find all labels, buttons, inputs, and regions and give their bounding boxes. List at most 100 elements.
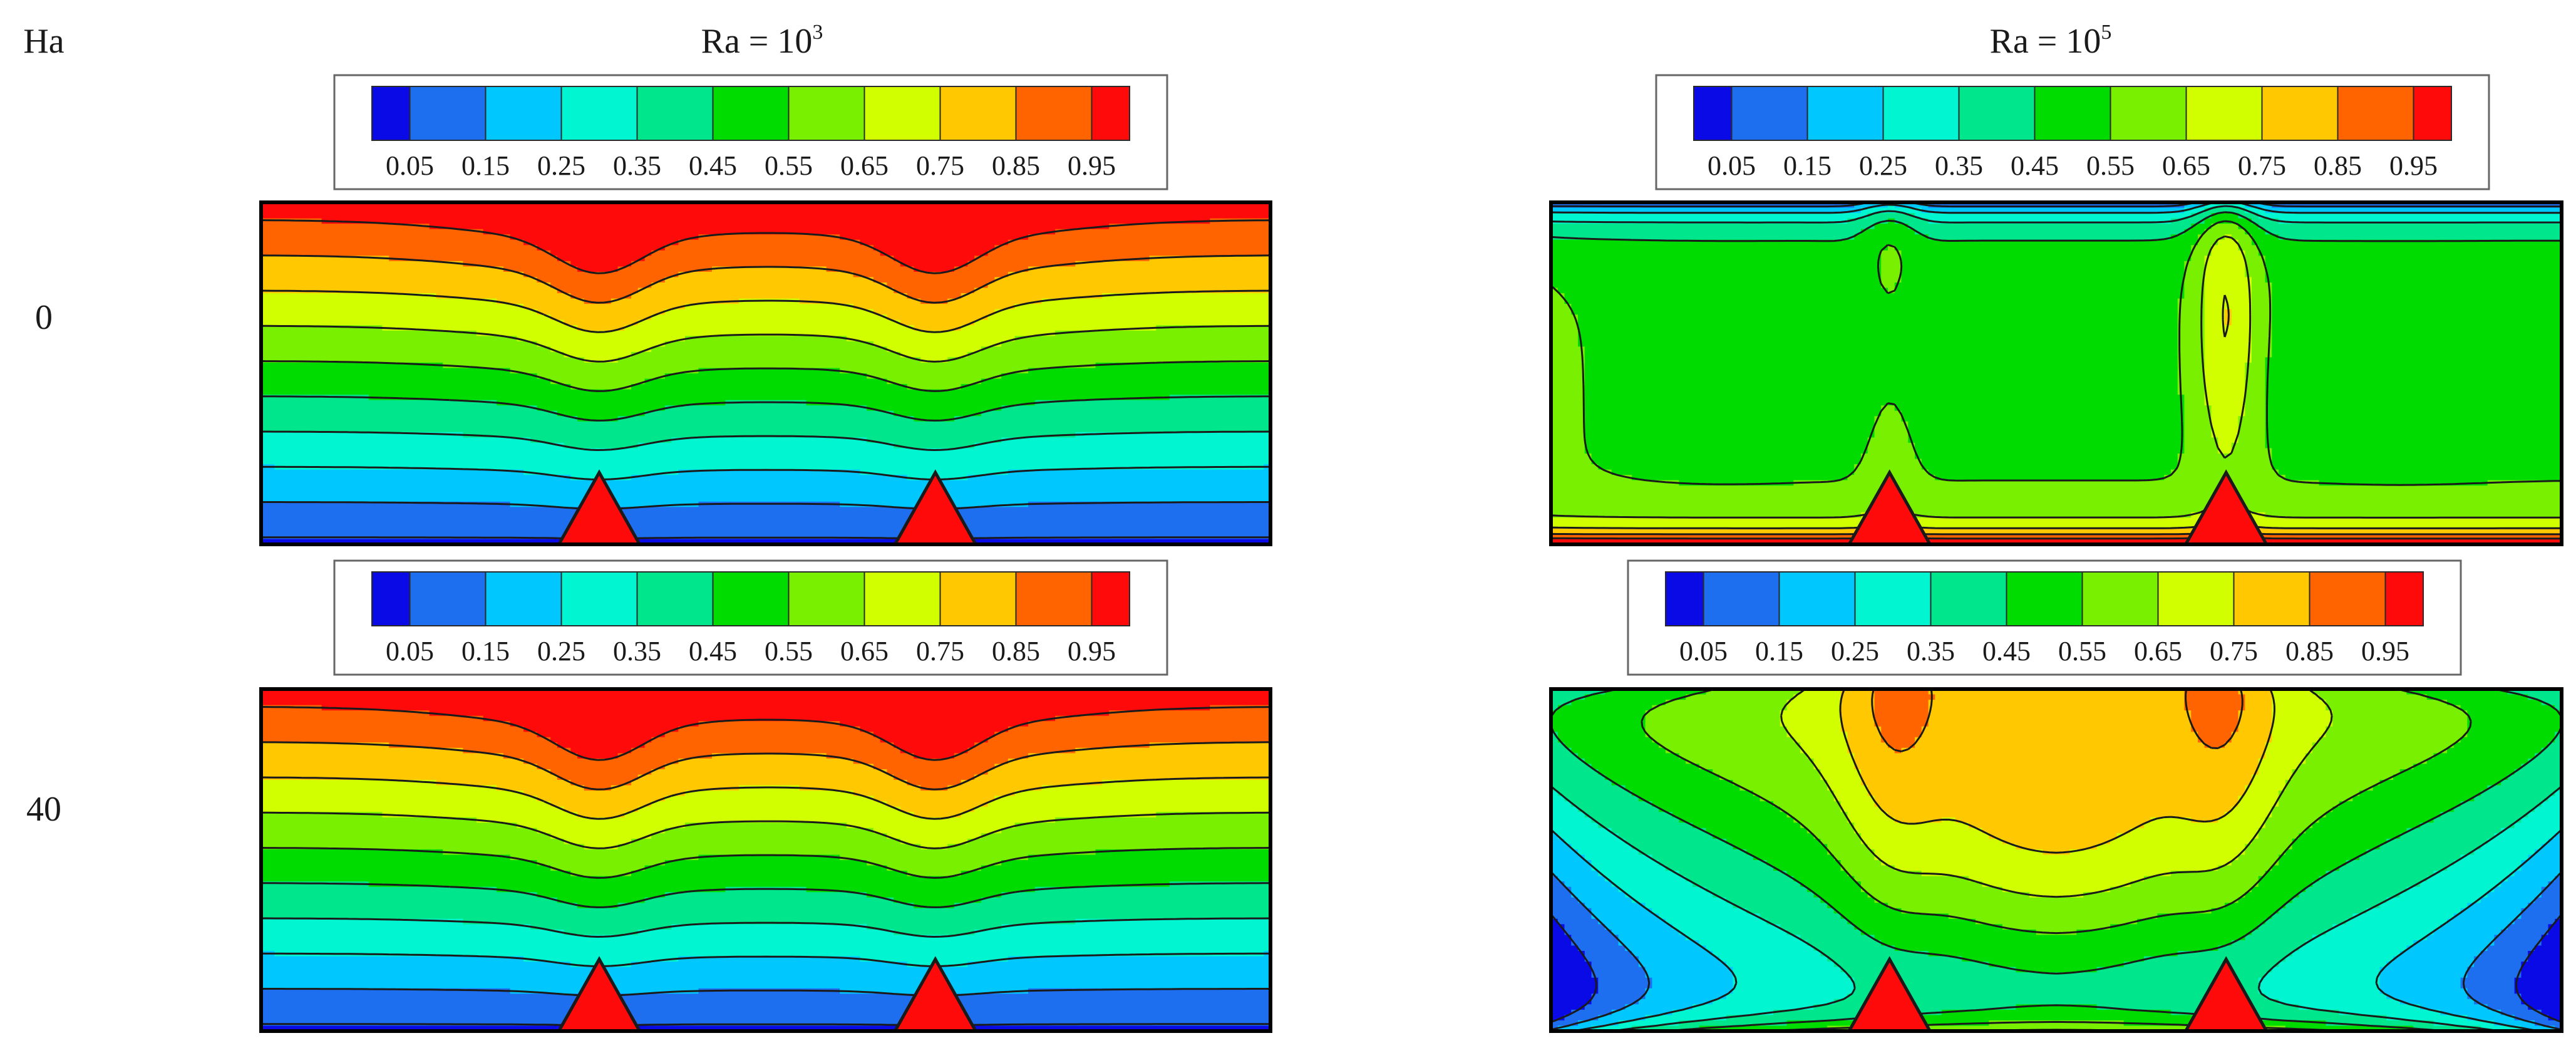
legend-swatch: [485, 86, 562, 141]
legend-tick-label: 0.35: [1935, 150, 1983, 181]
legend-swatch: [1731, 86, 1808, 141]
contour-panel-ha40-ra1e3: [259, 687, 1272, 1033]
contour-panel-ha0-ra1e5: [1549, 200, 2563, 546]
legend-swatch: [409, 571, 487, 626]
legend-tick-label: 0.85: [2314, 150, 2362, 181]
legend-swatch: [712, 571, 790, 626]
legend-tick-label: 0.85: [992, 636, 1040, 667]
legend-tick-label: 0.35: [1907, 636, 1955, 667]
legend-tick-label: 0.05: [1679, 636, 1728, 667]
colorbar-legend-top-left: 0.05 0.15 0.25 0.35 0.45 0.55 0.65 0.75 0.85 0.95: [333, 74, 1168, 190]
legend-tick-label: 0.65: [840, 636, 889, 667]
colorbar-legend-bottom-right: 0.05 0.15 0.25 0.35 0.45 0.55 0.65 0.75 0.85 0.95: [1627, 559, 2462, 676]
legend-swatch: [863, 571, 941, 626]
legend-tick-label: 0.55: [2086, 150, 2135, 181]
column-header-ra-1e5: Ra = 105: [1990, 21, 2112, 61]
contour-panel-ha0-ra1e3: [259, 200, 1272, 546]
legend-tick-label: 0.75: [916, 150, 964, 181]
row-label-ha-0: 0: [35, 298, 53, 337]
legend-swatch: [1882, 86, 1960, 141]
legend-swatch: [1778, 571, 1856, 626]
legend-tick-label: 0.25: [1831, 636, 1879, 667]
legend-swatch: [371, 571, 411, 626]
column-header-ra-1e3: Ra = 103: [701, 21, 823, 61]
legend-tick-label: 0.45: [689, 636, 737, 667]
legend-swatch: [863, 86, 941, 141]
legend-swatch: [485, 571, 562, 626]
legend-tick-label: 0.65: [2134, 636, 2182, 667]
legend-swatch: [560, 86, 638, 141]
legend-swatch: [939, 86, 1017, 141]
legend-tick-label: 0.25: [537, 150, 585, 181]
legend-tick-label: 0.25: [1859, 150, 1907, 181]
legend-swatch: [409, 86, 487, 141]
legend-swatch: [636, 571, 714, 626]
legend-tick-label: 0.15: [461, 150, 510, 181]
legend-swatch: [2384, 571, 2424, 626]
legend-swatch: [788, 571, 865, 626]
colorbar-legend-bottom-left: 0.05 0.15 0.25 0.35 0.45 0.55 0.65 0.75 0.85 0.95: [333, 559, 1168, 676]
legend-tick-label: 0.95: [2361, 636, 2409, 667]
legend-tick-label: 0.15: [1755, 636, 1803, 667]
legend-tick-label: 0.75: [2210, 636, 2258, 667]
legend-tick-label: 0.85: [992, 150, 1040, 181]
legend-swatch: [712, 86, 790, 141]
legend-swatch: [1703, 571, 1780, 626]
legend-tick-label: 0.05: [386, 636, 434, 667]
legend-swatch: [560, 571, 638, 626]
legend-swatch: [2261, 86, 2339, 141]
legend-tick-label: 0.45: [2011, 150, 2059, 181]
legend-swatch: [1854, 571, 1932, 626]
legend-swatch: [1091, 571, 1130, 626]
legend-tick-label: 0.55: [2058, 636, 2106, 667]
legend-swatch: [1015, 571, 1093, 626]
isotherm-lines: [261, 706, 1270, 1027]
legend-tick-label: 0.65: [840, 150, 889, 181]
legend-swatch: [636, 86, 714, 141]
legend-swatch: [1930, 571, 2007, 626]
legend-tick-label: 0.35: [613, 150, 661, 181]
contour-panel-ha40-ra1e5: [1549, 687, 2563, 1033]
colorbar-legend-top-right: 0.05 0.15 0.25 0.35 0.45 0.55 0.65 0.75 0.85 0.95: [1655, 74, 2490, 190]
legend-swatch: [2337, 86, 2414, 141]
isotherm-lines: [1551, 202, 2562, 540]
panel-border: [259, 687, 1272, 1033]
legend-tick-label: 0.55: [765, 636, 813, 667]
legend-swatch: [939, 571, 1017, 626]
panel-border: [259, 200, 1272, 546]
legend-tick-label: 0.15: [1783, 150, 1832, 181]
legend-swatch: [371, 86, 411, 141]
legend-swatch: [2309, 571, 2386, 626]
legend-tick-label: 0.55: [765, 150, 813, 181]
legend-swatch: [2233, 571, 2311, 626]
legend-swatch: [2006, 571, 2083, 626]
legend-swatch: [2413, 86, 2452, 141]
legend-swatch: [1015, 86, 1093, 141]
legend-tick-label: 0.15: [461, 636, 510, 667]
legend-swatch: [2110, 86, 2187, 141]
legend-swatch: [1806, 86, 1884, 141]
legend-swatch: [2157, 571, 2235, 626]
panel-border: [1549, 200, 2563, 546]
legend-tick-label: 0.95: [1068, 150, 1116, 181]
legend-tick-label: 0.95: [2389, 150, 2438, 181]
legend-tick-label: 0.45: [689, 150, 737, 181]
legend-tick-label: 0.45: [1982, 636, 2031, 667]
legend-swatch: [1693, 86, 1733, 141]
isotherm-lines: [261, 219, 1270, 540]
legend-tick-label: 0.95: [1068, 636, 1116, 667]
legend-swatch: [1091, 86, 1130, 141]
legend-tick-label: 0.05: [386, 150, 434, 181]
legend-swatch: [788, 86, 865, 141]
legend-tick-label: 0.85: [2285, 636, 2334, 667]
legend-tick-label: 0.25: [537, 636, 585, 667]
legend-swatch: [2185, 86, 2263, 141]
legend-swatch: [1665, 571, 1704, 626]
row-header-ha: Ha: [23, 22, 64, 61]
legend-swatch: [2034, 86, 2111, 141]
panel-border: [1549, 687, 2563, 1033]
legend-swatch: [1958, 86, 2036, 141]
legend-tick-label: 0.75: [2238, 150, 2286, 181]
legend-swatch: [2081, 571, 2159, 626]
